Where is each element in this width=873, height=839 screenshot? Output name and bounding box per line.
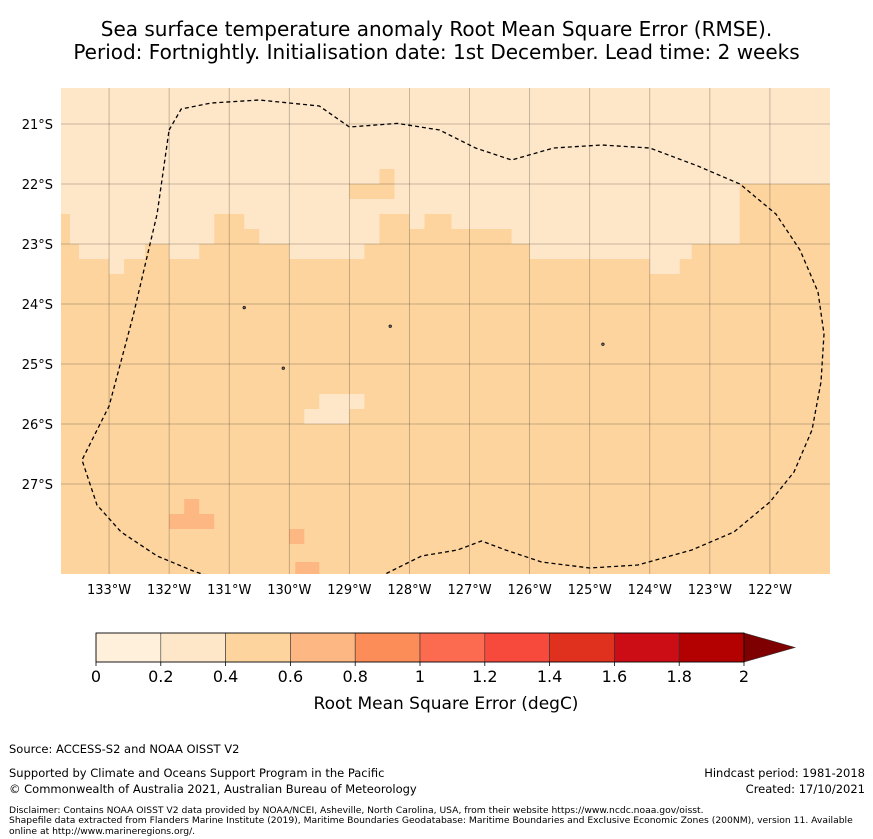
rmse-region-0.2-0.4: [319, 394, 365, 409]
supported-text: Supported by Climate and Oceans Support …: [9, 766, 385, 780]
colorbar-tick-label: 1.8: [666, 667, 691, 686]
lon-tick-label: 126°W: [508, 583, 552, 598]
map-plot-area: [61, 88, 830, 574]
created-date-text: Created: 17/10/2021: [745, 782, 865, 796]
rmse-region-0.4-0.6: [739, 184, 815, 274]
lon-tick-label: 133°W: [87, 583, 131, 598]
rmse-region-0.6-0.8: [169, 514, 200, 529]
colorbar-bin: [95, 632, 162, 663]
colorbar-tick-label: 0.2: [148, 667, 173, 686]
rmse-region-0.2-0.4: [649, 259, 680, 274]
lon-tick-label: 125°W: [568, 583, 612, 598]
lat-tick-label: 25°S: [22, 358, 53, 373]
colorbar-over-arrow: [743, 632, 797, 663]
disclaimer-block: Disclaimer: Contains NOAA OISST V2 data …: [9, 805, 869, 837]
colorbar-tick-label: 1.4: [537, 667, 562, 686]
chart-title-line-2: Period: Fortnightly. Initialisation date…: [73, 40, 800, 64]
colorbar-label: Root Mean Square Error (degC): [314, 694, 579, 714]
rmse-region-0.4-0.6: [349, 184, 395, 199]
colorbar-bin: [354, 632, 421, 663]
island-marker: [601, 342, 605, 346]
colorbar-bin: [484, 632, 550, 663]
colorbar-tick-label: 0.6: [278, 667, 303, 686]
colorbar-bin: [549, 632, 615, 663]
map-gridlines: [61, 88, 830, 574]
colorbar-tick-label: 0.4: [213, 667, 238, 686]
lon-tick-label: 131°W: [207, 583, 251, 598]
chart-title-line-1: Sea surface temperature anomaly Root Mea…: [100, 17, 773, 41]
rmse-field-regions: [61, 88, 830, 574]
lat-tick-label: 24°S: [22, 298, 53, 313]
island-marker: [281, 366, 285, 370]
lon-tick-label: 132°W: [147, 583, 191, 598]
colorbar-bin: [614, 632, 680, 663]
rmse-region-0.6-0.8: [295, 562, 320, 574]
lon-tick-label: 127°W: [447, 583, 491, 598]
lon-tick-label: 130°W: [267, 583, 311, 598]
colorbar-bin: [290, 632, 356, 663]
colorbar-bin: [225, 632, 291, 663]
lon-tick-label: 128°W: [387, 583, 431, 598]
disclaimer-shapefile: Shapefile data extracted from Flanders M…: [9, 815, 853, 837]
colorbar-tick-label: 2: [739, 667, 749, 686]
colorbar: 0 0.2 0.4 0.6 0.8 1 1.2 1.4 1.6 1.8 2: [91, 632, 797, 686]
rmse-region-0.4-0.6: [379, 169, 395, 184]
hindcast-period-text: Hindcast period: 1981-2018: [704, 766, 865, 780]
lat-tick-label: 23°S: [22, 238, 53, 253]
colorbar-bin: [678, 632, 745, 663]
rmse-region-0.2-0.4: [304, 409, 350, 424]
disclaimer-noaa: Disclaimer: Contains NOAA OISST V2 data …: [9, 805, 704, 816]
colorbar-tick-label: 0: [91, 667, 101, 686]
eez-boundary-line: [81, 99, 825, 574]
lat-tick-label: 22°S: [22, 178, 53, 193]
lon-tick-label: 122°W: [748, 583, 792, 598]
colorbar-tick-label: 1.6: [602, 667, 627, 686]
colorbar-tick-label: 1.2: [472, 667, 497, 686]
copyright-text: © Commonwealth of Australia 2021, Austra…: [9, 782, 417, 796]
colorbar-bin: [160, 632, 226, 663]
colorbar-tick-label: 1: [415, 667, 425, 686]
lon-tick-label: 129°W: [327, 583, 371, 598]
lat-tick-label: 21°S: [22, 118, 53, 133]
lon-tick-label: 124°W: [628, 583, 672, 598]
lon-tick-label: 123°W: [688, 583, 732, 598]
map-axis-ticks: 133°W 132°W 131°W 130°W 129°W 128°W 127°W 126°W…: [22, 118, 792, 598]
lat-tick-label: 26°S: [22, 418, 53, 433]
rmse-region-0.6-0.8: [289, 529, 305, 544]
island-marker: [242, 306, 246, 310]
colorbar-bin: [419, 632, 486, 663]
source-text: Source: ACCESS-S2 and NOAA OISST V2: [9, 742, 240, 756]
lat-tick-label: 27°S: [22, 478, 53, 493]
colorbar-tick-label: 0.8: [342, 667, 367, 686]
island-marker: [388, 324, 392, 328]
rmse-region-0.2-0.4: [61, 88, 830, 274]
island-markers: [242, 306, 605, 370]
